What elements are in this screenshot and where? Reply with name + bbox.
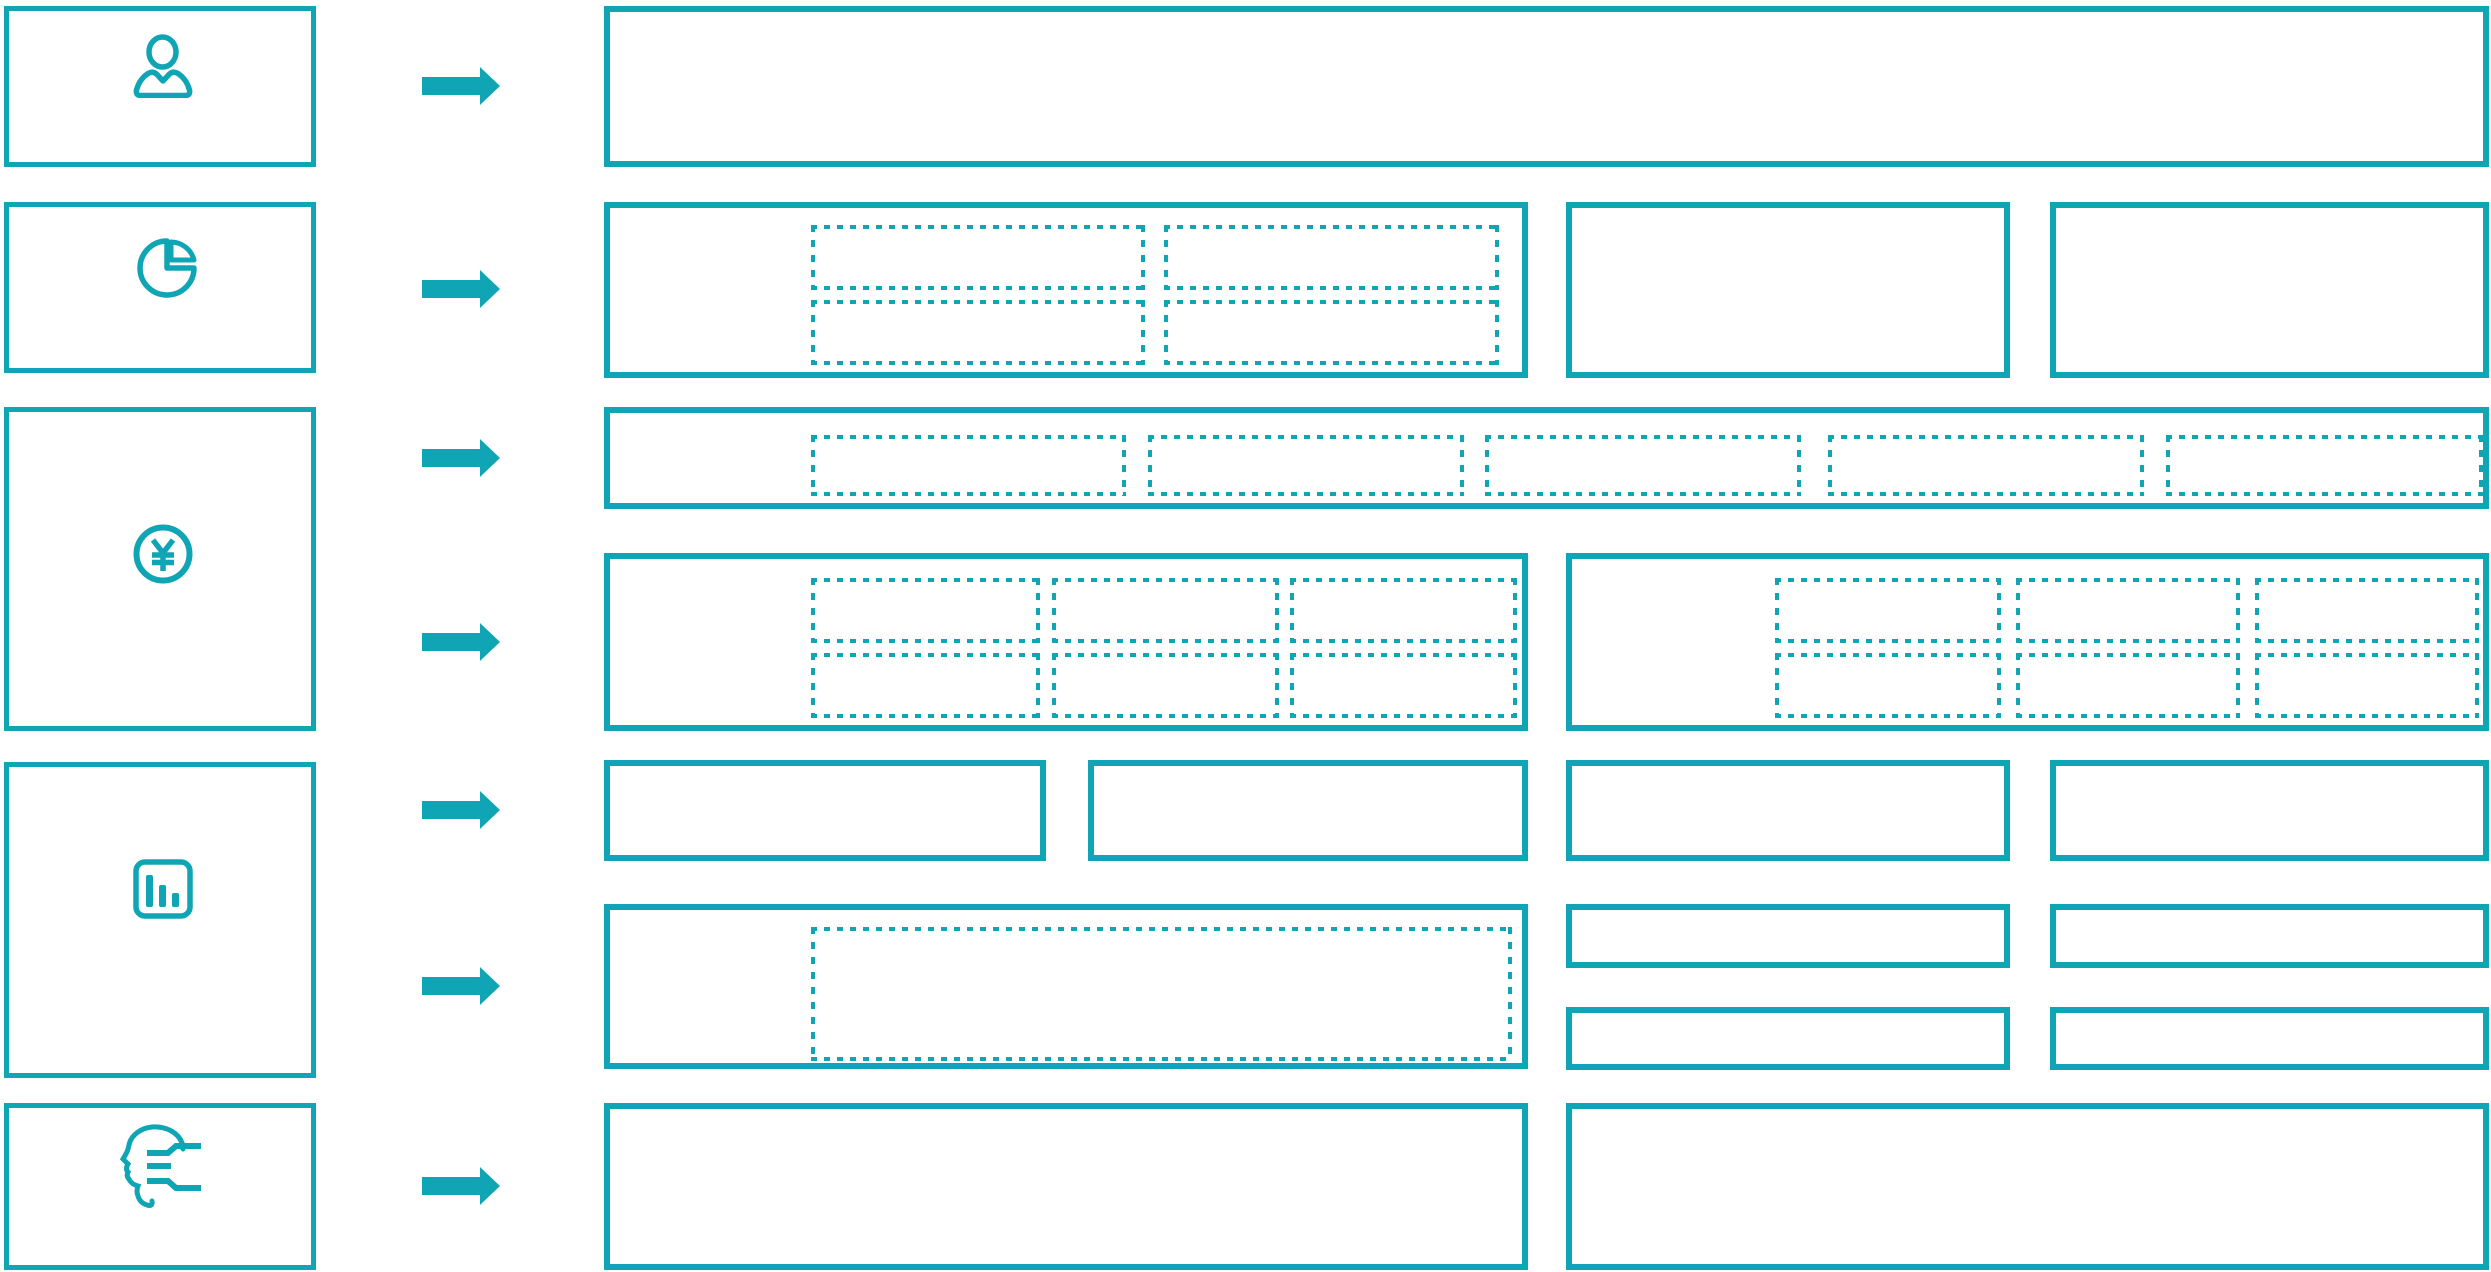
placeholder-slot bbox=[1290, 578, 1517, 643]
target-box-row5-3 bbox=[1566, 760, 2010, 861]
placeholder-slot bbox=[1775, 653, 2001, 718]
target-box-row5-2 bbox=[1088, 760, 1528, 861]
source-panel-head bbox=[4, 1103, 316, 1270]
target-box-row6-side-2 bbox=[2050, 904, 2489, 968]
target-box-row2-main bbox=[604, 202, 1528, 378]
target-box-row2-side-1 bbox=[1566, 202, 2010, 378]
target-box-row2-side-2 bbox=[2050, 202, 2489, 378]
placeholder-slot bbox=[2016, 653, 2240, 718]
placeholder-slot bbox=[2255, 653, 2479, 718]
placeholder-slot bbox=[1290, 653, 1517, 718]
placeholder-slot bbox=[1485, 435, 1801, 496]
placeholder-slot bbox=[1052, 578, 1279, 643]
source-panel-yen bbox=[4, 407, 316, 731]
placeholder-slot bbox=[1164, 300, 1499, 365]
target-box-row5-1 bbox=[604, 760, 1046, 861]
placeholder-slot bbox=[811, 225, 1145, 290]
placeholder-slot bbox=[1148, 435, 1464, 496]
bar-chart-icon bbox=[133, 859, 193, 919]
placeholder-slot bbox=[1828, 435, 2144, 496]
placeholder-slot bbox=[811, 300, 1145, 365]
placeholder-slot bbox=[1164, 225, 1499, 290]
placeholder-slot bbox=[811, 927, 1512, 1061]
arrow-right-icon bbox=[422, 623, 500, 661]
target-box-row6-side-4 bbox=[2050, 1007, 2489, 1070]
placeholder-slot bbox=[1052, 653, 1279, 718]
arrow-right-icon bbox=[422, 791, 500, 829]
arrow-right-icon bbox=[422, 67, 500, 105]
user-icon bbox=[133, 34, 193, 98]
target-box-row3 bbox=[604, 407, 2489, 509]
source-panel-bar-chart bbox=[4, 762, 316, 1078]
target-box-row4-left bbox=[604, 553, 1528, 731]
target-box-row6-side-3 bbox=[1566, 1007, 2010, 1070]
source-panel-user bbox=[4, 6, 316, 167]
target-box-row7-right bbox=[1566, 1103, 2489, 1270]
target-box-row7-left bbox=[604, 1103, 1528, 1270]
target-box-row6-side-1 bbox=[1566, 904, 2010, 968]
source-panel-pie bbox=[4, 202, 316, 373]
target-box-row5-4 bbox=[2050, 760, 2489, 861]
placeholder-slot bbox=[2166, 435, 2483, 496]
target-box-row4-right bbox=[1566, 553, 2489, 731]
yen-coin-icon bbox=[131, 522, 195, 586]
placeholder-slot bbox=[2016, 578, 2240, 643]
arrow-right-icon bbox=[422, 439, 500, 477]
arrow-right-icon bbox=[422, 967, 500, 1005]
placeholder-slot bbox=[1775, 578, 2001, 643]
pie-chart-icon bbox=[135, 236, 199, 300]
target-box-row6-main bbox=[604, 904, 1528, 1069]
placeholder-slot bbox=[811, 578, 1040, 643]
arrow-right-icon bbox=[422, 270, 500, 308]
placeholder-slot bbox=[811, 435, 1126, 496]
target-box-row1 bbox=[604, 6, 2489, 167]
head-profile-icon bbox=[115, 1120, 205, 1210]
placeholder-slot bbox=[811, 653, 1040, 718]
arrow-right-icon bbox=[422, 1167, 500, 1205]
placeholder-slot bbox=[2255, 578, 2479, 643]
